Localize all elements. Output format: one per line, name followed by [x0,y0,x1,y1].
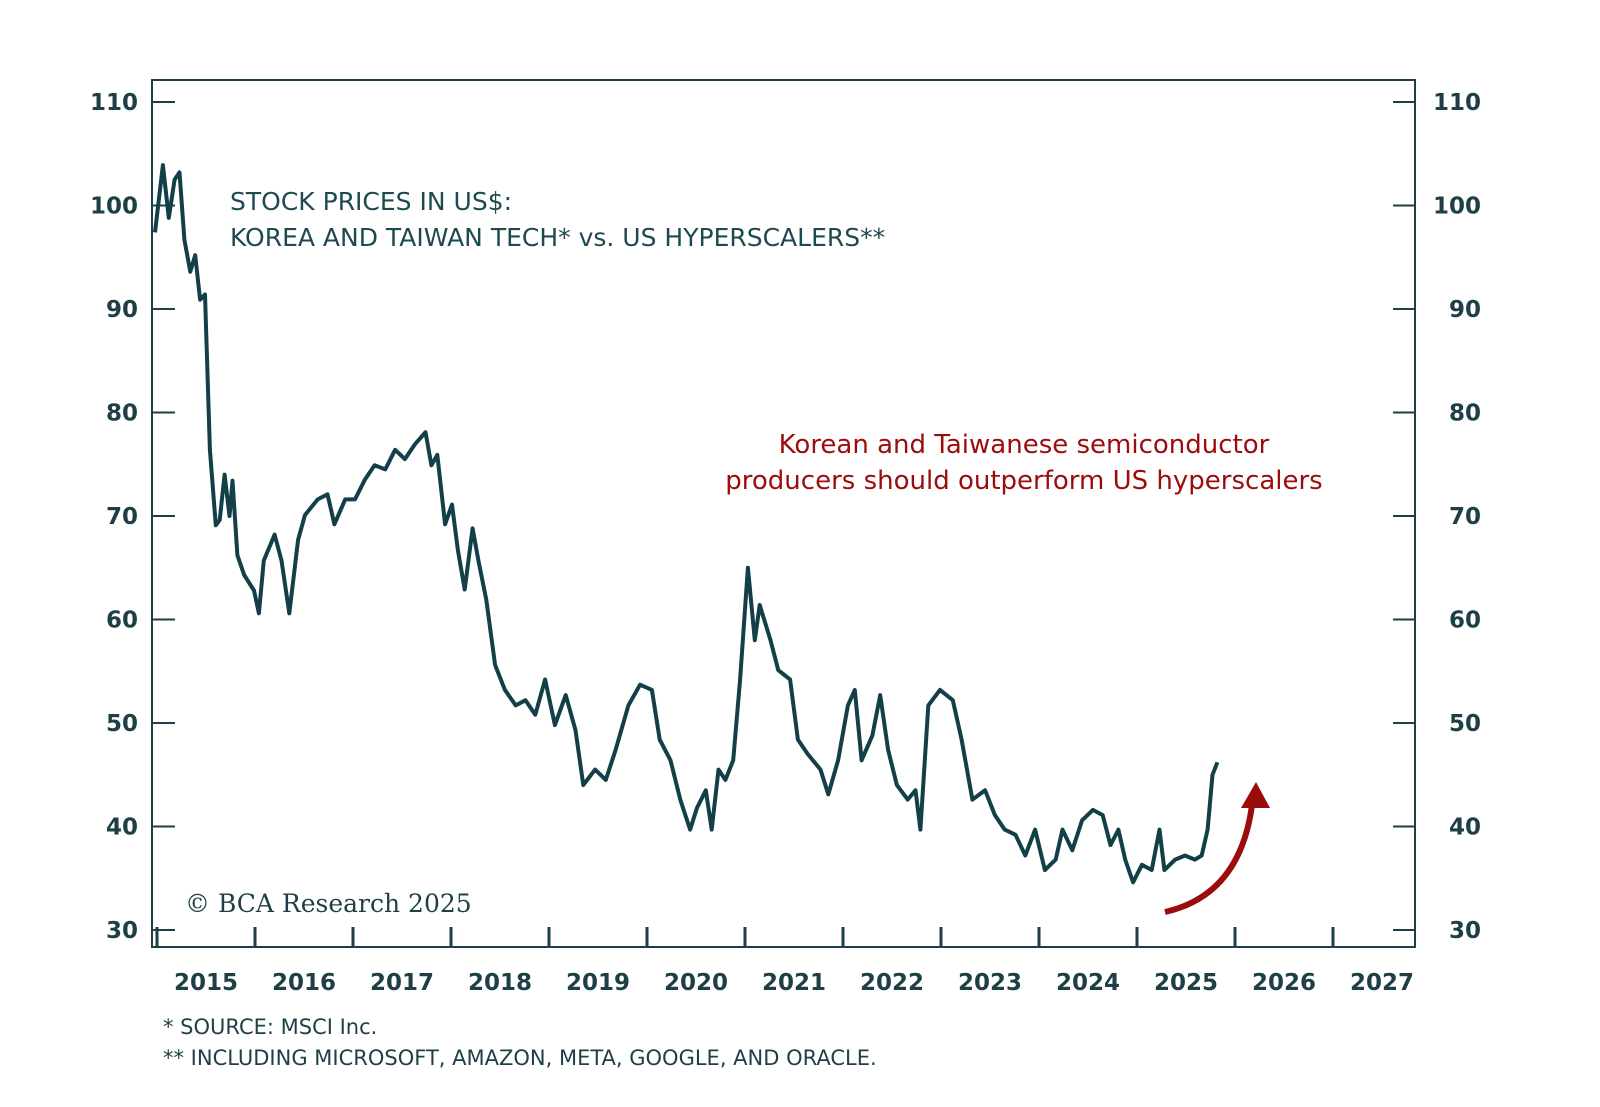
y-tick-label-right: 40 [1449,815,1481,841]
y-tick-label-left: 60 [106,608,138,634]
chart-subtitle: KOREA AND TAIWAN TECH* vs. US HYPERSCALE… [230,223,885,252]
x-tick-label: 2018 [468,970,532,996]
y-tick-label-right: 60 [1449,608,1481,634]
y-tick-label-left: 90 [106,297,138,323]
x-tick-label: 2020 [664,970,728,996]
x-tick-label: 2026 [1252,970,1316,996]
y-tick-label-right: 100 [1433,194,1481,220]
x-axis: 2015 2016 2017 2018 2019 2020 2021 2022 2023 2024… [155,927,1414,996]
annotation-line-2: producers should outperform US hyperscal… [725,466,1322,496]
x-tick-label: 2022 [860,970,924,996]
annotation-line-1: Korean and Taiwanese semiconductor [779,430,1270,460]
x-tick-label: 2016 [272,970,336,996]
y-tick-label-left: 80 [106,401,138,427]
x-tick-label: 2024 [1056,970,1120,996]
x-tick-label: 2021 [762,970,826,996]
y-tick-label-left: 40 [106,815,138,841]
arrow-head-icon [1241,782,1270,808]
footnote-source: * SOURCE: MSCI Inc. [163,1015,377,1039]
y-tick-label-left: 70 [106,504,138,530]
x-tick-label: 2023 [958,970,1022,996]
y-tick-label-left: 100 [90,194,138,220]
copyright: © BCA Research 2025 [185,889,472,918]
plot-frame [151,79,1416,948]
x-tick-label: 2019 [566,970,630,996]
arrow-curve [1164,804,1255,915]
y-tick-label-left: 30 [106,918,138,944]
series-line [153,163,1220,885]
y-tick-label-right: 90 [1449,297,1481,323]
y-tick-label-right: 80 [1449,401,1481,427]
y-tick-label-left: 110 [90,90,138,116]
y-tick-label-right: 30 [1449,918,1481,944]
y-axis: 30 30 40 40 50 50 60 60 70 70 80 80 90 90 100 100 110 110 [90,90,1481,944]
footnote-hyperscalers: ** INCLUDING MICROSOFT, AMAZON, META, GO… [163,1046,877,1070]
x-tick-label: 2025 [1154,970,1218,996]
y-tick-label-left: 50 [106,711,138,737]
y-tick-label-right: 50 [1449,711,1481,737]
x-tick-label: 2027 [1350,970,1414,996]
x-tick-label: 2017 [370,970,434,996]
chart-title: STOCK PRICES IN US$: [230,187,512,216]
y-tick-label-right: 70 [1449,504,1481,530]
y-tick-label-right: 110 [1433,90,1481,116]
x-tick-label: 2015 [174,970,238,996]
